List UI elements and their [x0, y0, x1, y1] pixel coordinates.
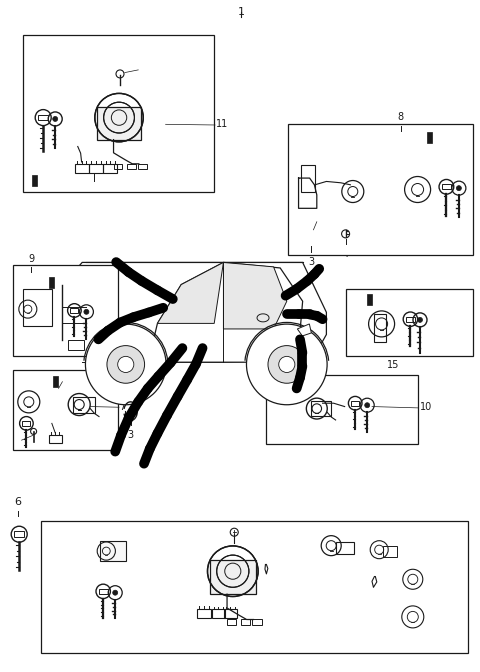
Bar: [74, 163, 89, 173]
Text: 11: 11: [216, 120, 228, 129]
Bar: [13, 370, 118, 450]
Bar: [89, 163, 103, 173]
Text: 5: 5: [90, 185, 97, 196]
Bar: [14, 532, 24, 537]
Bar: [197, 609, 211, 618]
Bar: [367, 294, 372, 304]
Bar: [241, 620, 250, 625]
Bar: [53, 376, 58, 387]
Text: 12: 12: [303, 225, 316, 235]
Text: 4: 4: [343, 249, 348, 259]
Bar: [13, 265, 118, 356]
Circle shape: [113, 590, 118, 595]
Text: 1: 1: [238, 7, 245, 17]
Polygon shape: [223, 263, 287, 329]
Text: 14: 14: [139, 65, 152, 74]
Polygon shape: [148, 263, 302, 362]
Bar: [294, 378, 299, 388]
Bar: [32, 175, 37, 185]
Bar: [346, 289, 473, 356]
Text: 6: 6: [15, 497, 22, 507]
Bar: [224, 610, 237, 618]
Text: 3: 3: [308, 257, 314, 267]
Text: 10: 10: [420, 402, 432, 411]
Bar: [22, 421, 31, 426]
Bar: [301, 165, 315, 192]
Bar: [41, 521, 468, 653]
Bar: [406, 317, 415, 322]
Bar: [374, 314, 386, 343]
Bar: [227, 620, 236, 625]
Bar: [103, 163, 118, 173]
Bar: [114, 164, 122, 169]
Bar: [100, 541, 126, 561]
Bar: [38, 115, 48, 120]
Polygon shape: [157, 263, 223, 323]
Bar: [288, 124, 473, 255]
Circle shape: [247, 324, 327, 405]
Bar: [311, 401, 331, 416]
Bar: [427, 132, 432, 143]
Polygon shape: [62, 263, 326, 362]
Circle shape: [84, 309, 89, 314]
Text: 8: 8: [398, 112, 404, 122]
Bar: [351, 401, 359, 406]
Text: 2: 2: [16, 435, 22, 445]
Bar: [99, 589, 108, 594]
Bar: [252, 620, 262, 625]
Bar: [212, 610, 225, 618]
Bar: [266, 375, 418, 444]
Bar: [49, 435, 61, 443]
Bar: [210, 560, 256, 594]
Circle shape: [268, 345, 306, 383]
Bar: [383, 546, 396, 556]
Circle shape: [53, 116, 58, 122]
Bar: [49, 277, 54, 288]
Bar: [68, 339, 84, 349]
Circle shape: [279, 356, 295, 372]
Bar: [97, 107, 141, 140]
Circle shape: [118, 356, 134, 372]
Text: 15: 15: [387, 360, 400, 370]
Circle shape: [456, 185, 461, 191]
Circle shape: [365, 403, 370, 408]
Text: 13: 13: [274, 377, 286, 386]
Circle shape: [418, 317, 422, 323]
Bar: [336, 542, 354, 554]
Bar: [71, 308, 79, 313]
Bar: [127, 164, 135, 169]
Text: 9: 9: [28, 254, 34, 264]
Circle shape: [107, 345, 144, 383]
Bar: [72, 396, 95, 413]
Bar: [138, 164, 146, 169]
Bar: [23, 35, 214, 192]
Circle shape: [85, 324, 166, 405]
Text: 3: 3: [128, 430, 133, 440]
Text: 7: 7: [119, 402, 125, 411]
Bar: [442, 184, 451, 190]
Bar: [23, 289, 52, 326]
Polygon shape: [298, 324, 312, 336]
Text: 12: 12: [62, 375, 75, 384]
